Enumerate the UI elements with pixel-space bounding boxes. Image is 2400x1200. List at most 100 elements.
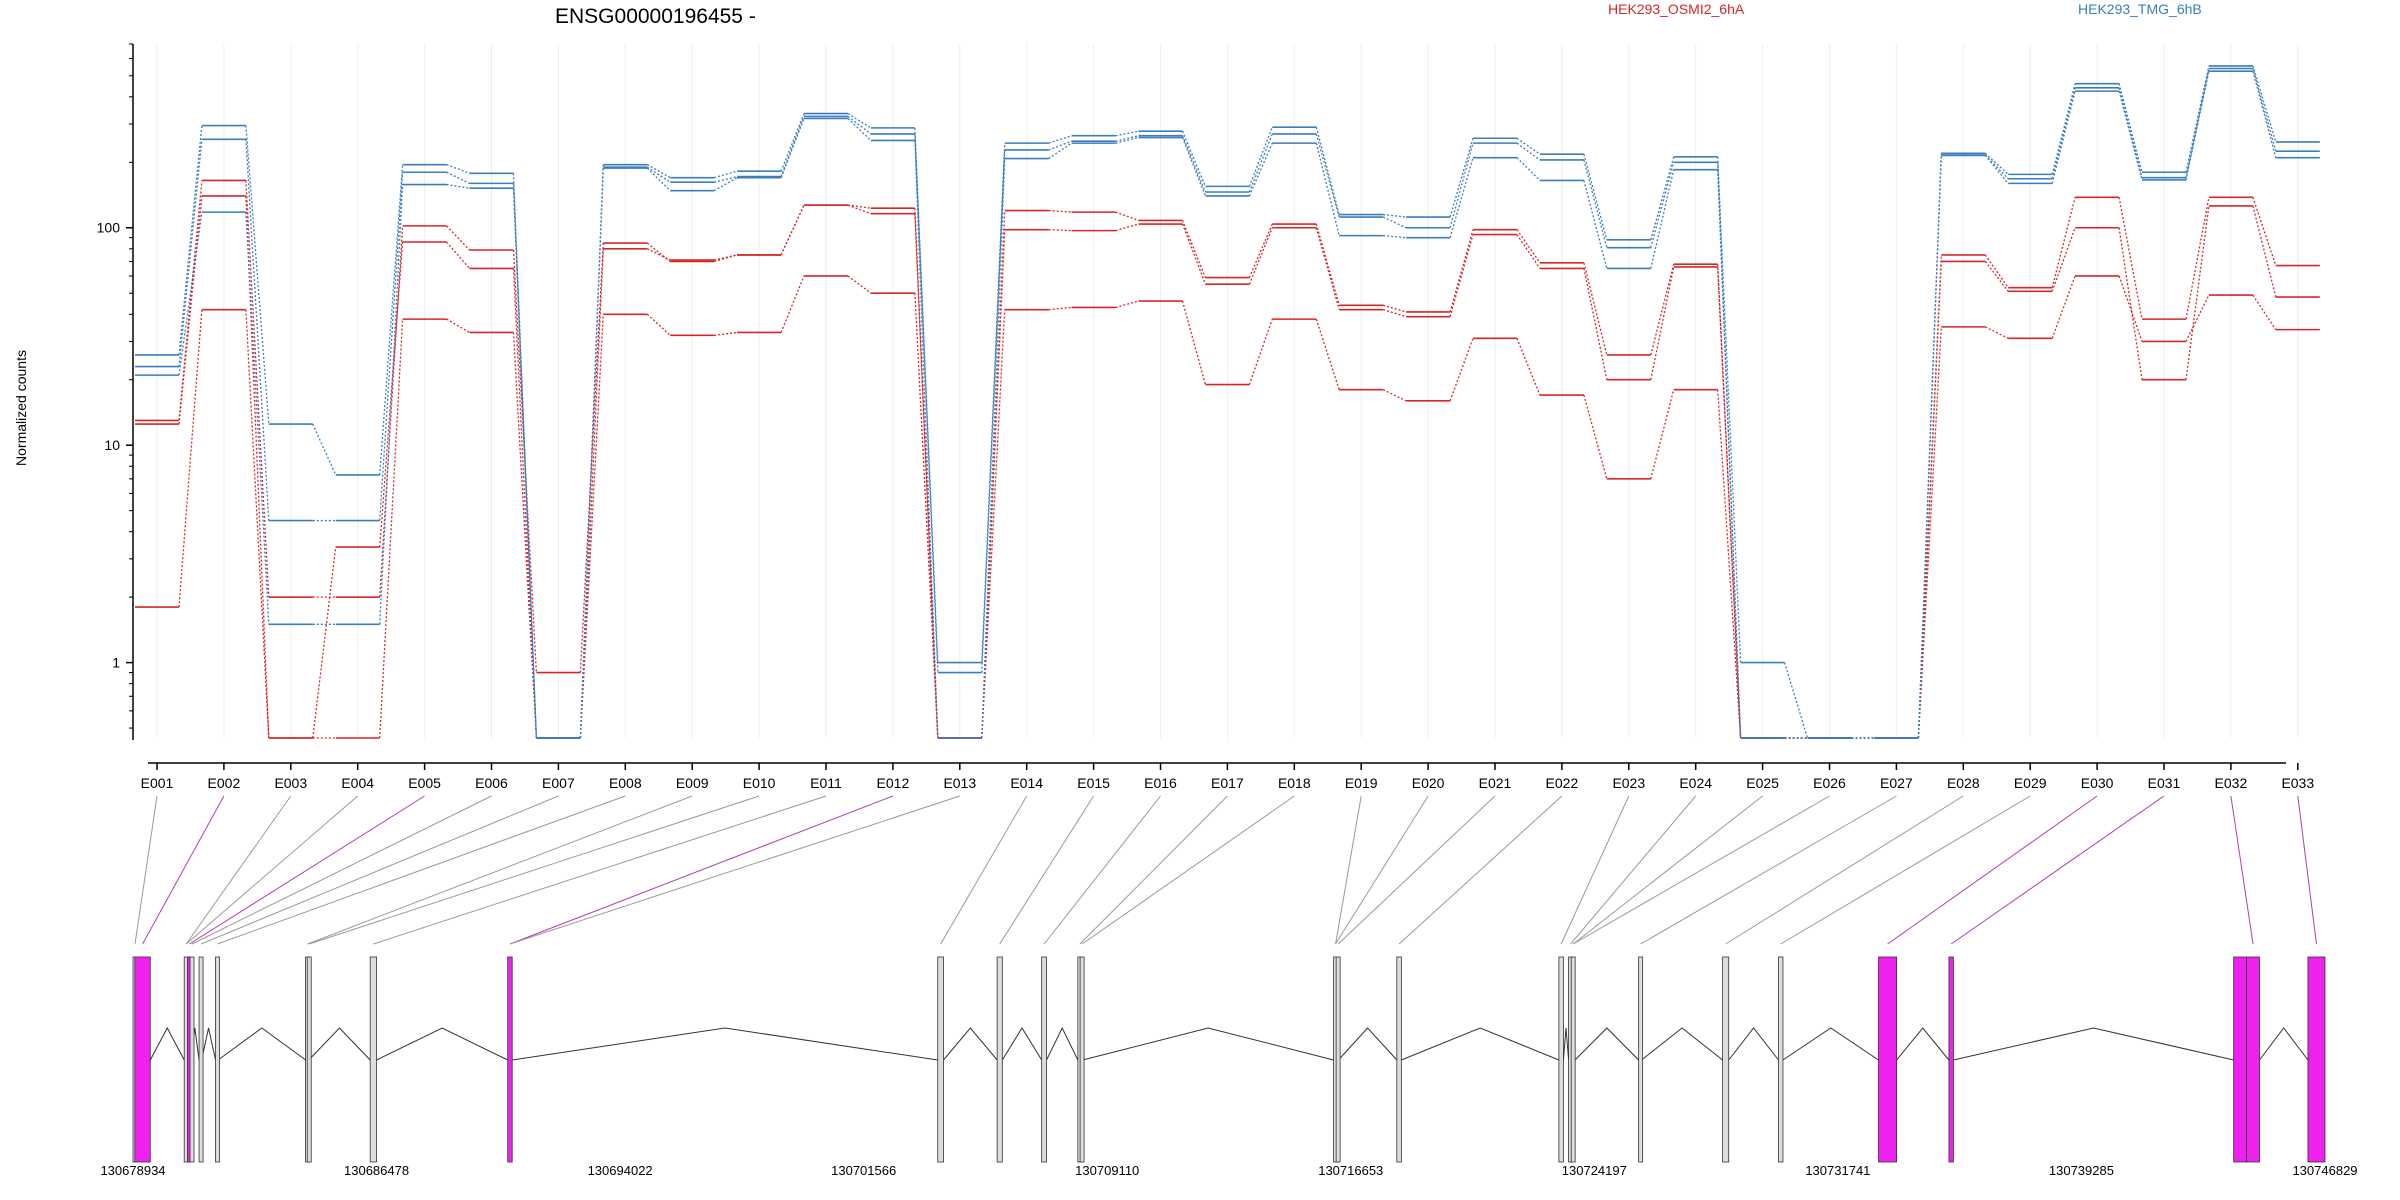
series-connector <box>2185 68 2210 178</box>
series-connector <box>1650 389 1675 480</box>
series-connector <box>379 319 404 739</box>
exon-connector <box>1572 795 1763 945</box>
intron-line <box>1338 1027 1398 1061</box>
series-connector <box>914 133 939 673</box>
exon-connector <box>373 795 827 945</box>
series-connector <box>1383 234 1407 239</box>
series-connector <box>1115 300 1139 309</box>
series-connector <box>1717 266 1742 739</box>
series-connector <box>2185 197 2210 320</box>
series-connector <box>714 175 738 183</box>
series-lines <box>135 65 2320 739</box>
series-connector <box>981 309 1006 739</box>
series-connector <box>780 113 805 172</box>
x-tick-label: E015 <box>1077 775 1110 791</box>
exon-connector <box>1335 795 1362 945</box>
series-connector <box>1583 268 1608 380</box>
intron-line <box>2259 1027 2309 1061</box>
intron-line <box>1782 1027 1879 1061</box>
intron-line <box>1001 1027 1043 1061</box>
series-connector <box>1048 209 1072 213</box>
exon-connector <box>191 795 492 945</box>
series-connector <box>1650 169 1675 269</box>
intron-line <box>376 1027 508 1061</box>
series-connector <box>646 313 671 336</box>
series-connector <box>1115 136 1139 144</box>
series-connector <box>780 204 805 256</box>
series-connector <box>178 195 203 425</box>
series-connector <box>1248 227 1273 285</box>
series-connector <box>379 172 404 521</box>
exon-connector <box>1079 795 1228 945</box>
exon-box <box>1335 956 1341 1163</box>
exon-box <box>1948 956 1954 1163</box>
series-connector <box>1181 130 1207 187</box>
intron-line <box>943 1027 998 1061</box>
intron-line <box>1728 1027 1779 1061</box>
x-tick-label: E009 <box>676 775 709 791</box>
series-connector <box>1048 140 1072 151</box>
series-connector <box>847 113 872 129</box>
y-tick-label: 100 <box>97 220 121 236</box>
series-connector <box>1248 223 1273 278</box>
series-connector <box>1583 180 1608 269</box>
series-connector <box>1583 262 1608 356</box>
series-connector <box>1516 338 1541 396</box>
exon-connector <box>309 795 760 945</box>
x-tick-label: E030 <box>2081 775 2114 791</box>
intron-line <box>149 1026 185 1061</box>
exon-box <box>2233 956 2247 1163</box>
x-tick-label: E027 <box>1880 775 1913 791</box>
exon-connector <box>142 795 225 945</box>
exon-connector <box>1337 795 1496 945</box>
series-connector <box>2252 68 2277 152</box>
series-connector <box>446 171 470 184</box>
exon-connector <box>1043 795 1161 945</box>
series-connector <box>2051 275 2076 339</box>
x-tick-label: E033 <box>2281 775 2314 791</box>
exon-connector <box>1335 795 1429 945</box>
series-connector <box>2185 205 2210 380</box>
series-connector <box>2118 227 2143 380</box>
exon-box <box>996 956 1003 1163</box>
intron-line <box>1641 1027 1723 1061</box>
series-connector <box>1650 266 1675 380</box>
series-connector <box>579 168 604 739</box>
x-tick-label: E006 <box>475 775 508 791</box>
series-connector <box>914 213 939 739</box>
exon-connector <box>189 795 425 945</box>
x-tick-label: E003 <box>274 775 307 791</box>
series-connector <box>1048 306 1072 311</box>
coordinate-label: 130701566 <box>831 1163 896 1178</box>
series-connector <box>1115 223 1139 232</box>
exon-box <box>1638 956 1644 1163</box>
exon-box <box>1878 956 1898 1163</box>
exon-connector <box>1950 795 2165 945</box>
x-tick-label: E023 <box>1612 775 1645 791</box>
exon-connector <box>1640 795 1897 945</box>
exon-connector <box>509 795 960 945</box>
series-connector <box>1248 133 1273 193</box>
series-connector <box>1315 127 1340 215</box>
legend-entry-osmi2: HEK293_OSMI2_6hA <box>1608 1 1745 17</box>
series-connector <box>1181 137 1207 197</box>
x-axis: E001 E002 E003 E004 E005 E006 E007 E008 E009 E010… <box>141 762 2314 791</box>
series-connector <box>2051 227 2076 292</box>
series-connector <box>1516 229 1541 264</box>
chart-title: ENSG00000196455 - <box>555 5 756 28</box>
intron-line <box>217 1027 306 1061</box>
series-connector <box>981 158 1006 739</box>
series-connector <box>1315 142 1340 236</box>
series-connector <box>1650 264 1675 356</box>
x-tick-label: E019 <box>1345 775 1378 791</box>
series-connector <box>446 164 470 174</box>
x-tick-label: E032 <box>2215 775 2248 791</box>
series-connector <box>312 546 337 739</box>
y-axis-label: Normalized counts <box>13 350 29 466</box>
x-tick-label: E020 <box>1412 775 1445 791</box>
x-tick-label: E017 <box>1211 775 1244 791</box>
exon-connector <box>185 795 292 945</box>
genomic-coordinate-labels: 130678934 130686478 130694022 130701566 1307… <box>100 1163 2357 1178</box>
series-connector <box>646 164 671 179</box>
